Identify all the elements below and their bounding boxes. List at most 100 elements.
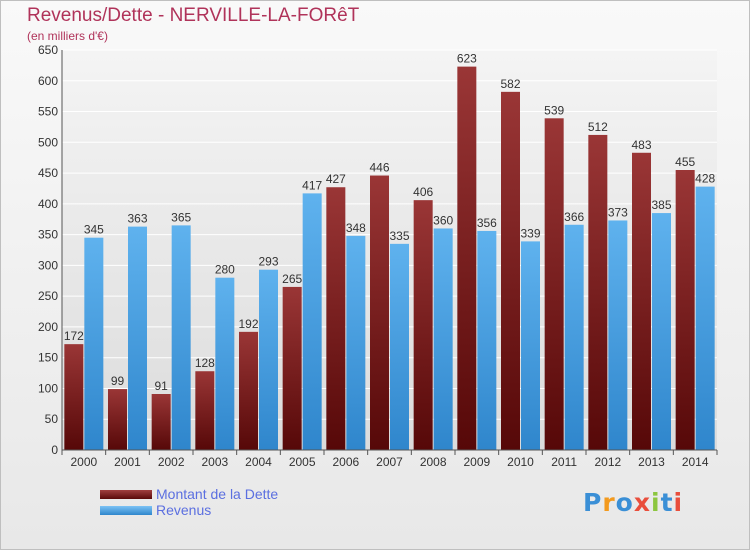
y-tick-label: 0 (51, 443, 58, 457)
bar-debt (457, 66, 477, 450)
y-tick-label: 300 (38, 258, 58, 272)
bar-revenue (128, 226, 147, 450)
data-label: 455 (675, 155, 695, 169)
y-tick-label: 650 (38, 43, 58, 57)
legend-swatch-revenue (100, 506, 152, 515)
x-tick-label: 2000 (70, 455, 97, 469)
data-label: 365 (171, 210, 191, 224)
data-label: 373 (608, 205, 628, 219)
bar-debt (544, 118, 564, 451)
bar-debt (151, 394, 171, 450)
y-tick-label: 550 (38, 105, 58, 119)
bar-revenue (390, 243, 409, 450)
x-tick-label: 2008 (420, 455, 447, 469)
bar-revenue (608, 220, 628, 450)
logo-letter: x (633, 488, 651, 517)
legend-label-debt: Montant de la Dette (156, 486, 279, 502)
data-label: 356 (477, 216, 497, 230)
x-tick-label: 2003 (201, 455, 228, 469)
data-label: 623 (457, 52, 477, 66)
legend-label-revenue: Revenus (156, 502, 212, 518)
x-tick-label: 2007 (376, 455, 403, 469)
data-label: 427 (326, 172, 346, 186)
x-tick-label: 2002 (158, 455, 185, 469)
bar-revenue (259, 269, 278, 450)
y-tick-label: 600 (38, 74, 58, 88)
y-tick-label: 500 (38, 135, 58, 149)
bar-revenue (521, 241, 540, 450)
bar-debt (413, 200, 433, 450)
bar-debt (370, 175, 389, 451)
data-label: 335 (389, 229, 409, 243)
bar-debt (108, 389, 127, 450)
y-tick-label: 400 (38, 197, 58, 211)
data-label: 539 (544, 103, 564, 117)
bar-debt (675, 170, 695, 450)
bar-debt (326, 187, 346, 450)
bar-debt (282, 286, 302, 450)
data-label: 192 (238, 317, 258, 331)
chart-subtitle: (en milliers d'€) (27, 29, 108, 43)
bar-debt (588, 134, 608, 450)
data-label: 428 (695, 172, 715, 186)
y-tick-label: 450 (38, 166, 58, 180)
chart-title: Revenus/Dette - NERVILLE-LA-FORêT (27, 5, 360, 26)
data-label: 360 (433, 213, 453, 227)
bar-revenue (215, 277, 235, 450)
bar-debt (632, 152, 651, 450)
bar-debt (501, 91, 520, 450)
bar-revenue (346, 235, 366, 450)
bar-debt (239, 331, 258, 450)
data-label: 512 (588, 120, 608, 134)
data-label: 582 (500, 77, 520, 91)
data-label: 345 (84, 223, 104, 237)
y-tick-label: 50 (45, 412, 59, 426)
logo-letter: r (602, 488, 616, 517)
data-label: 91 (154, 379, 168, 393)
data-label: 265 (282, 272, 302, 286)
bar-revenue (84, 237, 104, 450)
bar-revenue (652, 213, 671, 450)
bar-revenue (477, 230, 497, 450)
data-label: 406 (413, 185, 433, 199)
bar-debt (195, 371, 215, 450)
proxiti-logo: Proxiti (583, 488, 683, 517)
bar-debt (64, 344, 84, 450)
data-label: 363 (127, 212, 147, 226)
x-tick-label: 2012 (594, 455, 621, 469)
data-label: 366 (564, 210, 584, 224)
x-tick-label: 2001 (114, 455, 141, 469)
logo-letter: i (673, 488, 684, 517)
data-label: 293 (258, 255, 278, 269)
logo-letter: P (583, 488, 603, 517)
data-label: 348 (346, 221, 366, 235)
data-label: 99 (111, 374, 125, 388)
x-tick-label: 2004 (245, 455, 272, 469)
y-tick-label: 350 (38, 228, 58, 242)
x-tick-label: 2005 (289, 455, 316, 469)
bar-revenue (302, 193, 322, 450)
logo-letter: t (660, 488, 674, 517)
data-label: 446 (369, 161, 389, 175)
bar-revenue (564, 224, 584, 450)
bar-revenue (171, 225, 191, 450)
x-tick-label: 2010 (507, 455, 534, 469)
y-tick-label: 200 (38, 320, 58, 334)
y-tick-label: 150 (38, 351, 58, 365)
logo-letter: i (651, 488, 661, 517)
x-tick-label: 2011 (551, 455, 577, 469)
logo-letter: o (615, 488, 634, 517)
data-label: 385 (651, 198, 671, 212)
x-tick-label: 2009 (463, 455, 490, 469)
legend-swatch-debt (100, 490, 152, 499)
data-label: 417 (302, 178, 322, 192)
data-label: 280 (215, 263, 235, 277)
plot-area (62, 50, 717, 450)
y-tick-label: 250 (38, 289, 58, 303)
data-label: 128 (195, 356, 215, 370)
x-tick-label: 2006 (332, 455, 359, 469)
y-tick-label: 100 (38, 381, 58, 395)
x-tick-label: 2014 (682, 455, 709, 469)
data-label: 483 (631, 138, 651, 152)
